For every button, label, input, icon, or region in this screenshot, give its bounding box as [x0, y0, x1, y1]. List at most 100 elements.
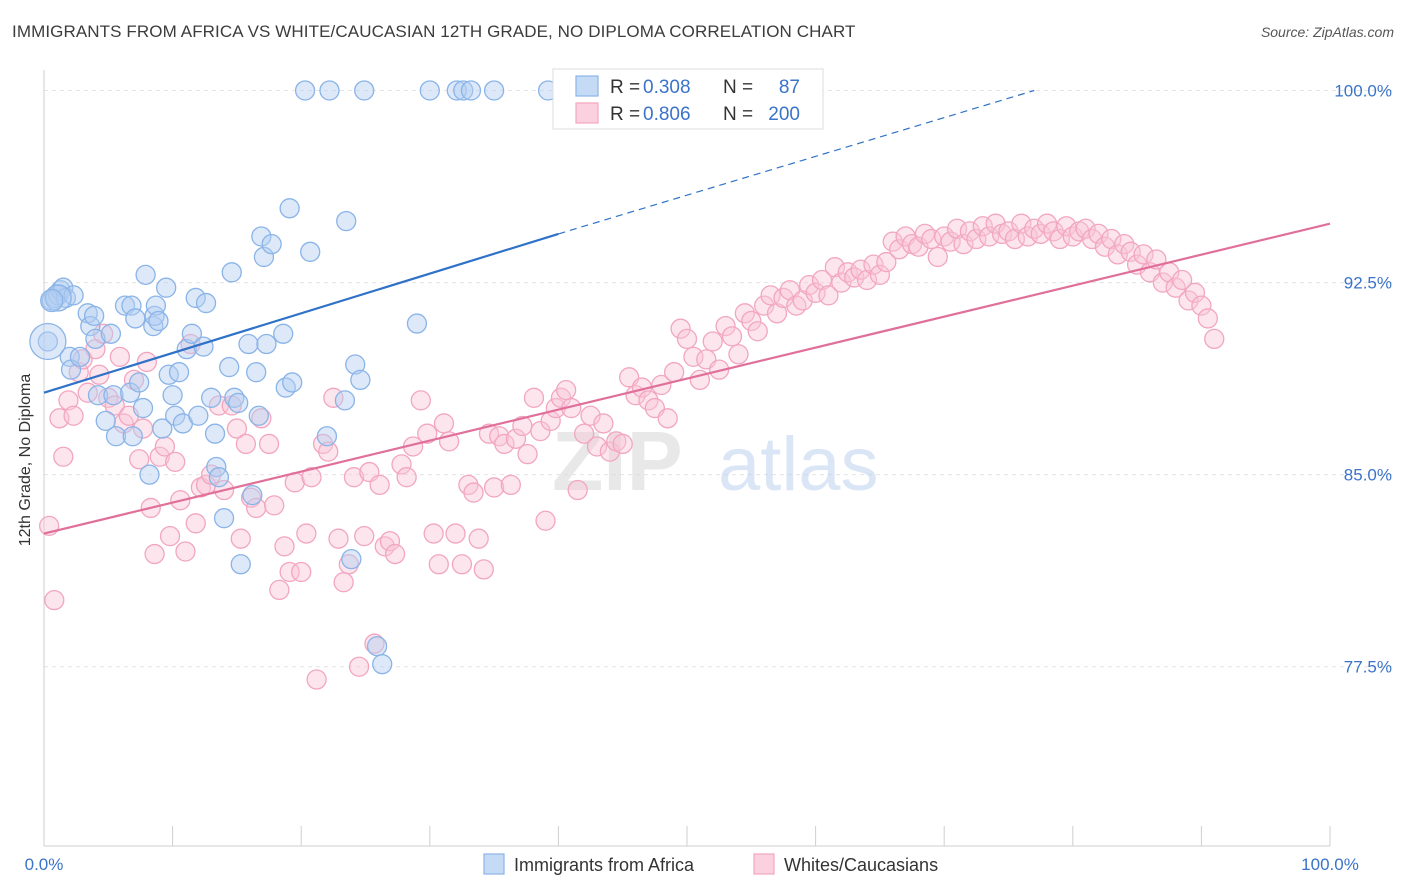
point-whites-caucasians: [264, 495, 285, 516]
point-whites-caucasians: [530, 420, 551, 442]
point-whites-caucasians: [831, 272, 852, 293]
stats-swatch-africa: [575, 75, 599, 97]
stats-n-value-whites: 200: [768, 104, 800, 125]
point-whites-caucasians: [301, 467, 322, 488]
y-tick-label: 85.0%: [1344, 466, 1392, 485]
point-whites-caucasians: [354, 525, 375, 547]
point-whites-caucasians: [129, 449, 150, 470]
stats-n-value-africa: 87: [779, 77, 800, 98]
point-whites-caucasians: [318, 441, 339, 462]
point-immigrants-from-africa: [294, 80, 316, 101]
trend-line-whites: [43, 222, 1331, 535]
point-whites-caucasians: [165, 451, 186, 472]
point-whites-caucasians: [348, 656, 370, 677]
point-immigrants-from-africa: [80, 315, 101, 337]
point-immigrants-from-africa: [221, 262, 242, 283]
point-whites-caucasians: [966, 228, 987, 250]
bottom-legend: Immigrants from Africa Whites/Caucasians: [483, 853, 938, 875]
point-whites-caucasians: [657, 408, 678, 429]
point-immigrants-from-africa: [483, 80, 505, 101]
point-whites-caucasians: [428, 554, 449, 575]
axes: [43, 70, 1330, 847]
point-immigrants-from-africa: [256, 333, 277, 355]
point-whites-caucasians: [258, 433, 280, 455]
watermark-atlas: atlas: [718, 422, 879, 507]
point-immigrants-from-africa: [230, 554, 251, 575]
point-immigrants-from-africa: [319, 80, 340, 101]
point-whites-caucasians: [235, 433, 257, 455]
point-whites-caucasians: [423, 523, 444, 544]
watermark-zip: ZIP: [552, 414, 683, 508]
point-whites-caucasians: [63, 405, 84, 426]
point-immigrants-from-africa: [419, 80, 440, 101]
point-immigrants-from-africa: [121, 295, 142, 316]
point-whites-caucasians: [1011, 213, 1032, 234]
point-whites-caucasians: [230, 528, 251, 549]
x-tick-label-max: 100.0%: [1301, 855, 1359, 874]
point-whites-caucasians: [53, 446, 74, 467]
point-immigrants-from-africa: [253, 246, 275, 268]
point-immigrants-from-africa: [168, 362, 190, 383]
point-whites-caucasians: [985, 213, 1006, 234]
point-whites-caucasians: [451, 554, 473, 575]
point-whites-caucasians: [473, 559, 494, 580]
point-immigrants-from-africa: [460, 80, 482, 101]
point-whites-caucasians: [364, 633, 385, 654]
point-immigrants-from-africa: [162, 385, 183, 406]
point-whites-caucasians: [612, 433, 633, 455]
point-whites-caucasians: [279, 561, 300, 583]
point-immigrants-from-africa: [148, 310, 169, 332]
point-whites-caucasians: [593, 413, 614, 434]
point-whites-caucasians: [1191, 295, 1212, 316]
point-whites-caucasians: [185, 513, 206, 534]
point-immigrants-from-africa: [242, 484, 263, 506]
point-whites-caucasians: [417, 423, 438, 444]
point-whites-caucasians: [721, 326, 743, 347]
stats-r-label-africa: R =: [610, 77, 640, 98]
point-whites-caucasians: [555, 379, 577, 401]
point-immigrants-from-africa-large: [40, 288, 64, 313]
point-immigrants-from-africa: [446, 80, 467, 101]
point-whites-caucasians: [805, 282, 826, 303]
point-whites-caucasians: [946, 218, 968, 239]
point-whites-caucasians: [433, 413, 455, 434]
point-whites-caucasians: [463, 482, 484, 503]
point-whites-caucasians: [818, 285, 839, 306]
point-immigrants-from-africa: [165, 405, 186, 426]
point-whites-caucasians: [683, 346, 704, 367]
point-whites-caucasians: [291, 561, 312, 583]
point-immigrants-from-africa: [122, 426, 143, 447]
point-whites-caucasians: [766, 303, 788, 324]
point-whites-caucasians: [445, 523, 466, 544]
point-immigrants-from-africa: [188, 405, 209, 426]
point-whites-caucasians: [328, 528, 349, 549]
point-whites-caucasians: [1049, 228, 1071, 250]
point-immigrants-from-africa: [300, 241, 321, 262]
y-tick-labels: 77.5% 85.0% 92.5% 100.0%: [1334, 81, 1392, 676]
point-whites-caucasians: [505, 428, 527, 449]
stats-r-value-africa: 0.308: [643, 77, 691, 98]
point-immigrants-from-africa: [125, 308, 146, 329]
point-immigrants-from-africa: [334, 390, 356, 411]
point-whites-caucasians: [523, 387, 545, 408]
point-whites-caucasians: [104, 395, 125, 416]
point-whites-caucasians: [369, 474, 390, 496]
point-whites-caucasians: [1120, 241, 1141, 262]
point-whites-caucasians: [979, 226, 1000, 247]
point-whites-caucasians: [494, 433, 515, 455]
point-immigrants-from-africa: [103, 385, 124, 406]
point-immigrants-from-africa: [246, 362, 267, 383]
point-immigrants-from-africa: [273, 323, 294, 344]
point-whites-caucasians: [144, 543, 165, 565]
point-whites-caucasians: [1004, 228, 1026, 250]
point-whites-caucasians: [741, 310, 762, 332]
stats-n-label-whites: N =: [723, 104, 753, 125]
point-whites-caucasians: [468, 528, 489, 549]
point-immigrants-from-africa: [213, 508, 235, 529]
trend-lines: [43, 89, 1331, 535]
point-immigrants-from-africa: [135, 264, 156, 286]
point-immigrants-from-africa: [87, 385, 109, 406]
point-immigrants-from-africa: [195, 292, 217, 314]
legend-swatch-africa: [483, 853, 505, 875]
